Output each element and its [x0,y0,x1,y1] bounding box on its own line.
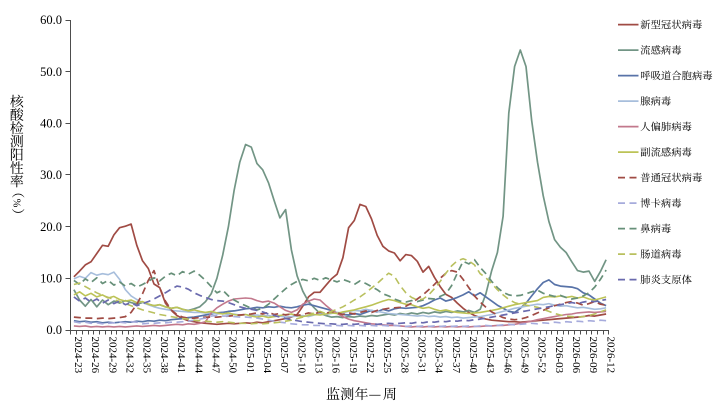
svg-text:2024-23: 2024-23 [72,337,84,374]
svg-text:2025-49: 2025-49 [519,337,531,374]
svg-text:40.0: 40.0 [40,117,62,131]
svg-text:2025-52: 2025-52 [536,337,548,374]
svg-text:2024-26: 2024-26 [89,337,101,374]
svg-text:2026-06: 2026-06 [570,337,582,374]
svg-text:2025-19: 2025-19 [347,337,359,374]
svg-text:2025-04: 2025-04 [261,337,273,374]
svg-text:2025-31: 2025-31 [416,337,428,374]
svg-text:2024-47: 2024-47 [209,337,221,374]
svg-text:2026-12: 2026-12 [604,337,616,374]
svg-text:2024-32: 2024-32 [124,337,136,374]
svg-text:10.0: 10.0 [40,272,62,286]
svg-text:2025-07: 2025-07 [278,337,290,374]
svg-text:20.0: 20.0 [40,220,62,234]
svg-text:2024-44: 2024-44 [192,337,204,374]
svg-text:2025-37: 2025-37 [450,337,462,374]
svg-text:2024-38: 2024-38 [158,337,170,374]
svg-text:2024-35: 2024-35 [141,337,153,374]
svg-text:2026-09: 2026-09 [587,337,599,374]
svg-text:2024-50: 2024-50 [227,337,239,374]
svg-text:2025-10: 2025-10 [295,337,307,374]
svg-text:2025-43: 2025-43 [484,337,496,374]
svg-text:2025-40: 2025-40 [467,337,479,374]
svg-text:2025-01: 2025-01 [244,337,256,374]
svg-text:2025-16: 2025-16 [330,337,342,374]
svg-text:2025-22: 2025-22 [364,337,376,374]
svg-text:2025-34: 2025-34 [433,337,445,374]
svg-text:50.0: 50.0 [40,65,62,79]
svg-text:2025-13: 2025-13 [312,337,324,374]
svg-text:60.0: 60.0 [40,13,62,27]
svg-text:2025-28: 2025-28 [398,337,410,374]
svg-text:2025-25: 2025-25 [381,337,393,374]
svg-text:0.0: 0.0 [46,323,62,337]
svg-text:30.0: 30.0 [40,168,62,182]
svg-text:%: % [10,199,21,208]
svg-text:2026-03: 2026-03 [553,337,565,374]
svg-text:2025-46: 2025-46 [501,337,513,374]
svg-text:2024-41: 2024-41 [175,337,187,374]
svg-text:2024-29: 2024-29 [106,337,118,374]
